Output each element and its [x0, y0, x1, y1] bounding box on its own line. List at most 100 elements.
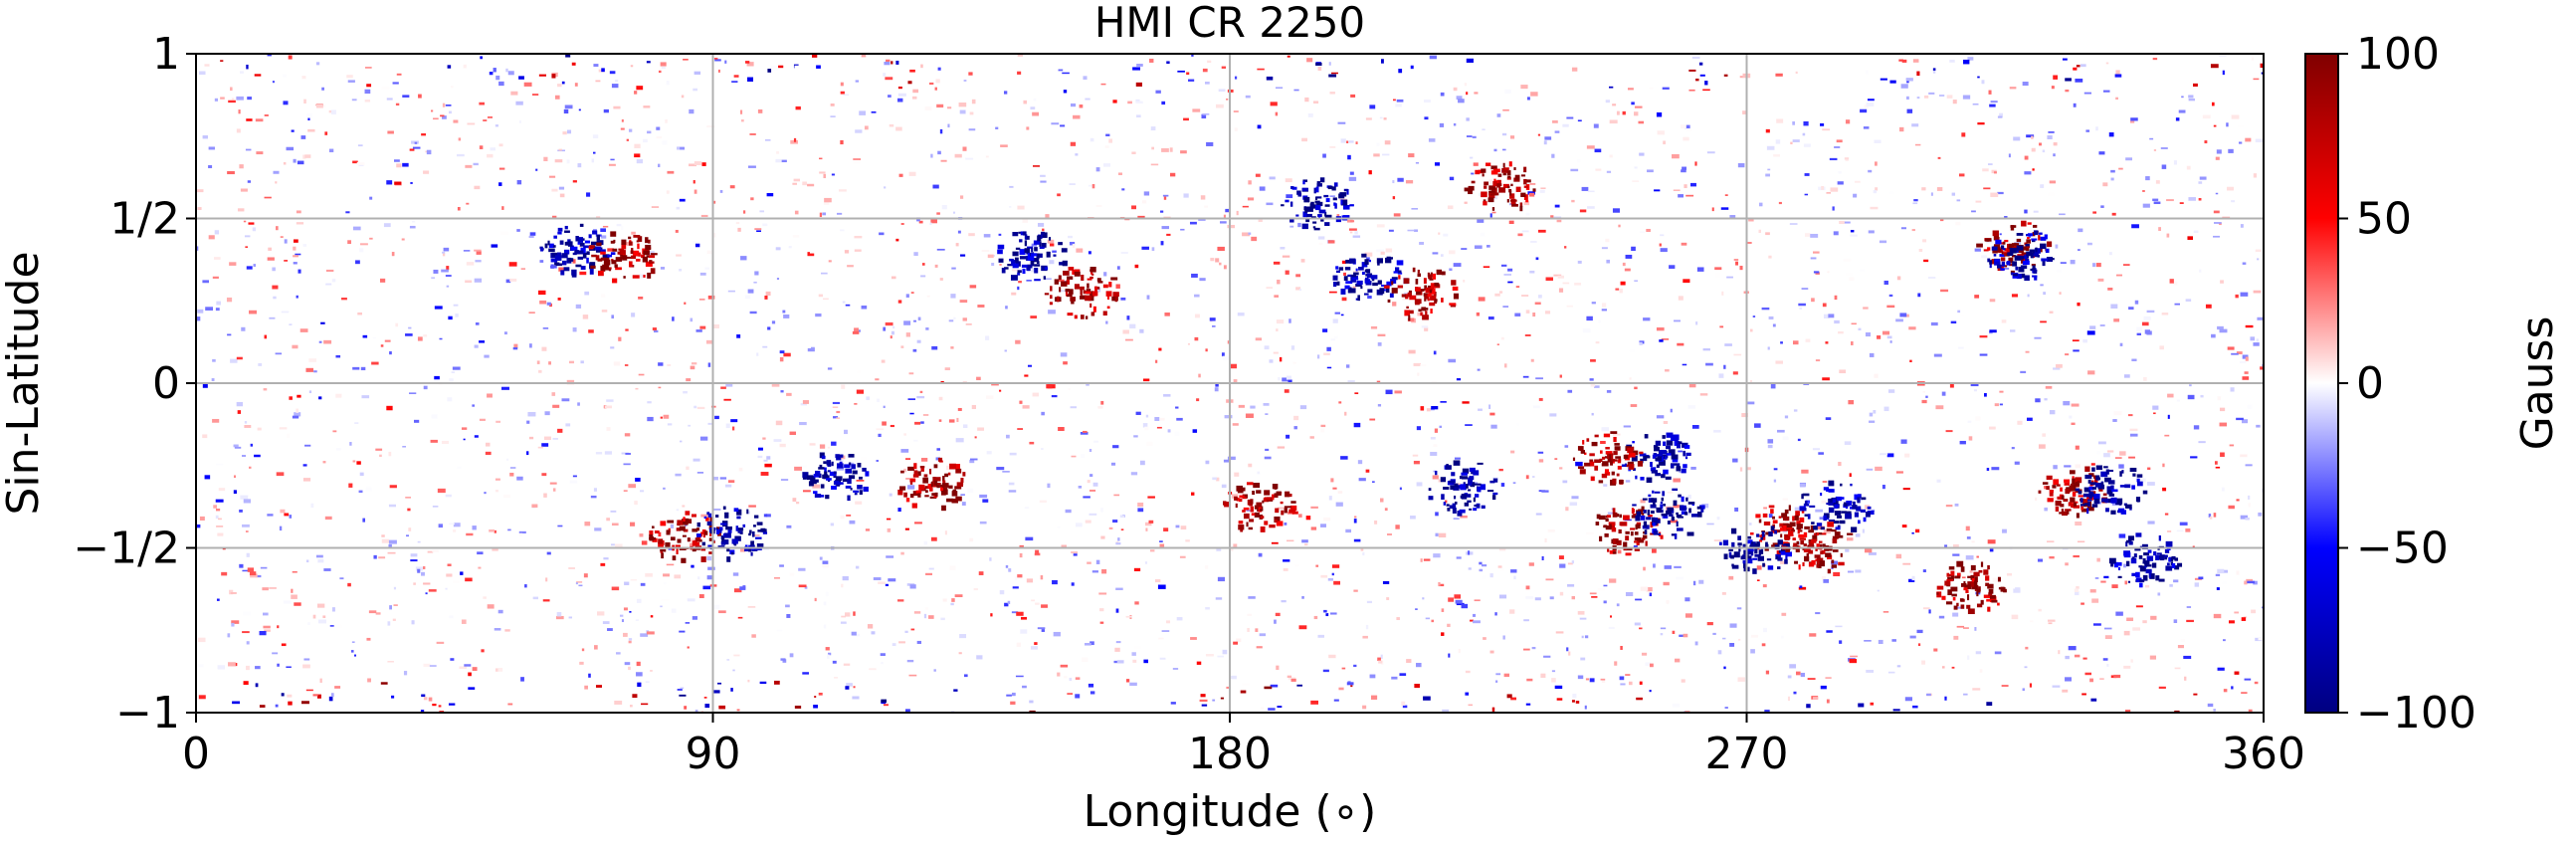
noise-speck: [651, 206, 660, 208]
region-pixel: [1833, 521, 1840, 525]
region-pixel: [1648, 515, 1653, 518]
noise-speck: [296, 295, 298, 299]
noise-speck: [2242, 419, 2249, 424]
region-pixel: [1775, 553, 1781, 560]
noise-speck: [960, 494, 965, 496]
region-pixel: [2087, 507, 2094, 512]
region-pixel: [1642, 498, 1648, 501]
noise-speck: [1612, 433, 1621, 436]
noise-speck: [747, 511, 750, 515]
noise-speck: [1009, 452, 1017, 456]
region-pixel: [1953, 605, 1958, 610]
region-pixel: [1801, 494, 1804, 500]
noise-speck: [1977, 122, 1985, 125]
region-pixel: [1784, 536, 1790, 540]
noise-speck: [1220, 221, 1227, 224]
region-pixel: [1989, 594, 1996, 599]
noise-speck: [1989, 547, 1994, 552]
noise-speck: [610, 346, 615, 349]
noise-speck: [2059, 213, 2066, 216]
noise-speck: [2253, 580, 2258, 585]
noise-speck: [1073, 553, 1078, 556]
noise-speck: [1523, 201, 1530, 206]
noise-speck: [572, 475, 577, 478]
noise-speck: [801, 465, 807, 468]
noise-speck: [218, 488, 226, 492]
noise-speck: [812, 484, 821, 489]
noise-speck: [524, 584, 527, 588]
noise-speck: [391, 252, 395, 257]
region-pixel: [1961, 582, 1967, 587]
region-pixel: [737, 530, 742, 533]
noise-speck: [856, 389, 865, 394]
noise-speck: [246, 266, 253, 270]
noise-speck: [886, 518, 892, 521]
noise-speck: [1976, 555, 1979, 558]
noise-speck: [1999, 390, 2004, 393]
active-region: [695, 506, 768, 562]
noise-speck: [912, 96, 917, 100]
region-pixel: [1835, 526, 1841, 530]
region-pixel: [1668, 449, 1676, 456]
noise-speck: [2160, 147, 2168, 149]
noise-speck: [1882, 611, 1889, 613]
region-pixel: [1666, 445, 1672, 450]
noise-speck: [1287, 55, 1290, 58]
noise-speck: [434, 375, 440, 380]
noise-speck: [1612, 208, 1620, 213]
noise-speck: [204, 475, 211, 480]
region-pixel: [1754, 553, 1761, 557]
noise-speck: [306, 113, 313, 118]
region-pixel: [742, 524, 746, 527]
noise-speck: [2123, 630, 2130, 636]
region-pixel: [589, 269, 594, 275]
noise-speck: [2167, 530, 2172, 532]
region-pixel: [1599, 535, 1603, 541]
noise-speck: [1012, 586, 1019, 589]
noise-speck: [1601, 309, 1608, 312]
noise-speck: [1545, 277, 1553, 282]
noise-speck: [1362, 551, 1365, 556]
noise-speck: [423, 385, 428, 390]
noise-speck: [930, 219, 937, 224]
region-pixel: [2072, 476, 2075, 481]
noise-speck: [1347, 681, 1351, 683]
noise-speck: [1331, 564, 1340, 568]
noise-speck: [518, 530, 526, 534]
noise-speck: [1579, 209, 1587, 213]
noise-speck: [527, 411, 536, 417]
noise-speck: [1299, 405, 1307, 410]
noise-speck: [1015, 339, 1021, 344]
noise-speck: [507, 528, 511, 531]
noise-speck: [2111, 584, 2118, 588]
noise-speck: [1677, 342, 1684, 346]
noise-speck: [1022, 685, 1027, 689]
noise-speck: [676, 509, 680, 512]
region-pixel: [1764, 547, 1769, 551]
noise-speck: [1455, 599, 1463, 604]
noise-speck: [836, 410, 841, 414]
noise-speck: [1951, 666, 1955, 669]
noise-speck: [1957, 310, 1961, 314]
noise-speck: [1402, 298, 1410, 301]
noise-speck: [2082, 338, 2087, 343]
region-pixel: [1623, 547, 1628, 551]
region-pixel: [1806, 552, 1809, 556]
noise-speck: [1525, 310, 1530, 314]
noise-speck: [1713, 539, 1722, 541]
noise-speck: [571, 62, 576, 66]
region-pixel: [2083, 503, 2090, 506]
noise-speck: [1954, 503, 1959, 507]
noise-speck: [1090, 489, 1096, 492]
region-pixel: [2082, 493, 2090, 498]
region-pixel: [1471, 180, 1476, 184]
noise-speck: [1723, 666, 1726, 670]
noise-speck: [1175, 406, 1179, 409]
noise-speck: [1296, 684, 1303, 687]
noise-speck: [1739, 76, 1744, 79]
noise-speck: [2141, 321, 2149, 326]
noise-speck: [1217, 246, 1225, 252]
noise-speck: [1721, 291, 1724, 296]
noise-speck: [563, 108, 569, 114]
noise-speck: [1159, 543, 1165, 547]
